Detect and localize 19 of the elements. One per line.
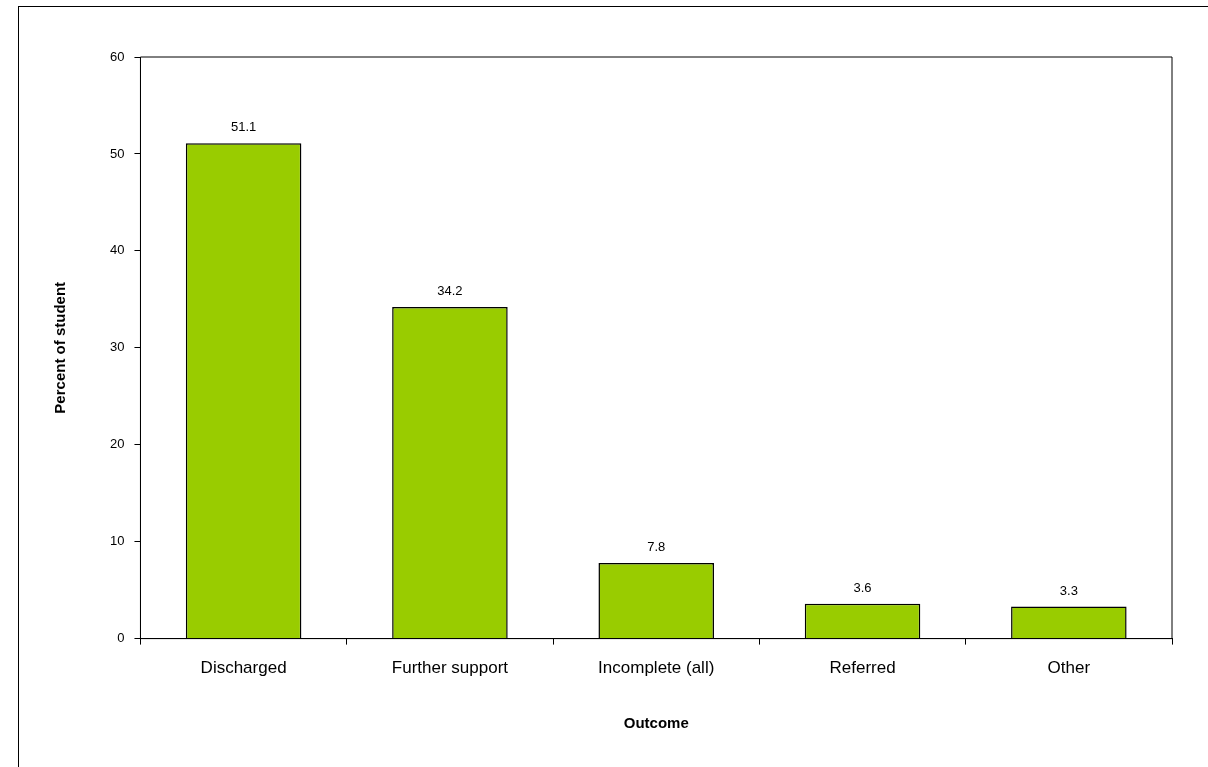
y-tick-label: 50 <box>109 145 125 161</box>
x-tick-label: Discharged <box>200 658 287 678</box>
x-tick-label: Other <box>1047 658 1091 678</box>
y-tick-label: 0 <box>117 630 125 646</box>
data-label: 51.1 <box>230 119 257 135</box>
y-tick-label: 30 <box>109 339 125 355</box>
x-tick-label: Incomplete (all) <box>598 658 715 678</box>
y-tick-label: 60 <box>109 48 125 64</box>
x-tick-label: Referred <box>829 658 896 678</box>
y-tick-label: 20 <box>109 436 125 452</box>
x-tick-label: Further support <box>391 658 509 678</box>
data-label: 3.3 <box>1059 582 1078 598</box>
y-tick-label: 10 <box>109 533 125 549</box>
data-label: 7.8 <box>647 539 666 555</box>
y-tick-label: 40 <box>109 242 125 258</box>
data-label: 34.2 <box>437 283 463 299</box>
data-label: 3.6 <box>853 579 872 595</box>
y-axis-title: Percent of student <box>51 281 69 414</box>
x-axis-title: Outcome <box>623 714 689 732</box>
